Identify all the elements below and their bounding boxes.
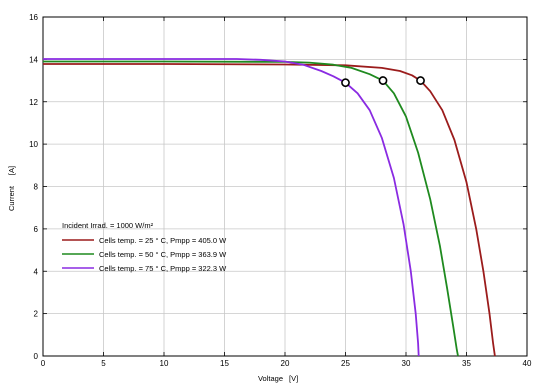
x-tick-label: 5	[101, 359, 106, 368]
grid-lines	[43, 17, 527, 356]
mpp-point-2	[378, 76, 388, 85]
x-tick-label: 35	[462, 359, 471, 368]
legend-entry-2: Cells temp. = 50 ° C, Pmpp = 363.9 W	[99, 250, 227, 259]
x-tick-label: 20	[281, 359, 290, 368]
y-tick-label: 6	[34, 225, 39, 234]
y-tick-label: 4	[34, 267, 39, 276]
y-tick-label: 12	[29, 98, 38, 107]
y-tick-label: 0	[34, 352, 39, 361]
mpp-point-1	[416, 76, 425, 85]
mpp-point-3	[341, 78, 350, 88]
legend-entry-1: Cells temp. = 25 ° C, Pmpp = 405.0 W	[99, 236, 227, 245]
y-axis-unit: [A]	[7, 166, 16, 175]
x-tick-label: 10	[160, 359, 169, 368]
series-line-3	[43, 58, 420, 357]
series-line-2	[43, 60, 459, 357]
axes: 0 5 10 15 20 25 30 35 40 0 2 4 6 8 10 12 14 16	[29, 13, 532, 368]
y-tick-label: 8	[34, 183, 39, 192]
y-tick-label: 16	[29, 13, 38, 22]
data-series	[43, 58, 496, 357]
x-axis-label: Voltage	[258, 374, 283, 383]
series-line-1	[43, 63, 496, 357]
x-tick-label: 30	[402, 359, 411, 368]
y-tick-label: 2	[34, 310, 39, 319]
y-tick-label: 10	[29, 140, 38, 149]
legend: Incident Irrad. = 1000 W/m² Cells temp. …	[62, 221, 227, 273]
mpp-markers	[341, 76, 425, 88]
x-tick-label: 40	[523, 359, 532, 368]
x-tick-label: 0	[41, 359, 46, 368]
x-tick-label: 25	[341, 359, 350, 368]
y-axis-label: Current	[7, 185, 16, 211]
legend-title: Incident Irrad. = 1000 W/m²	[62, 221, 154, 230]
legend-entry-3: Cells temp. = 75 ° C, Pmpp = 322.3 W	[99, 264, 227, 273]
x-tick-label: 15	[220, 359, 229, 368]
y-tick-label: 14	[29, 55, 38, 64]
x-axis-unit: [V]	[289, 374, 298, 383]
